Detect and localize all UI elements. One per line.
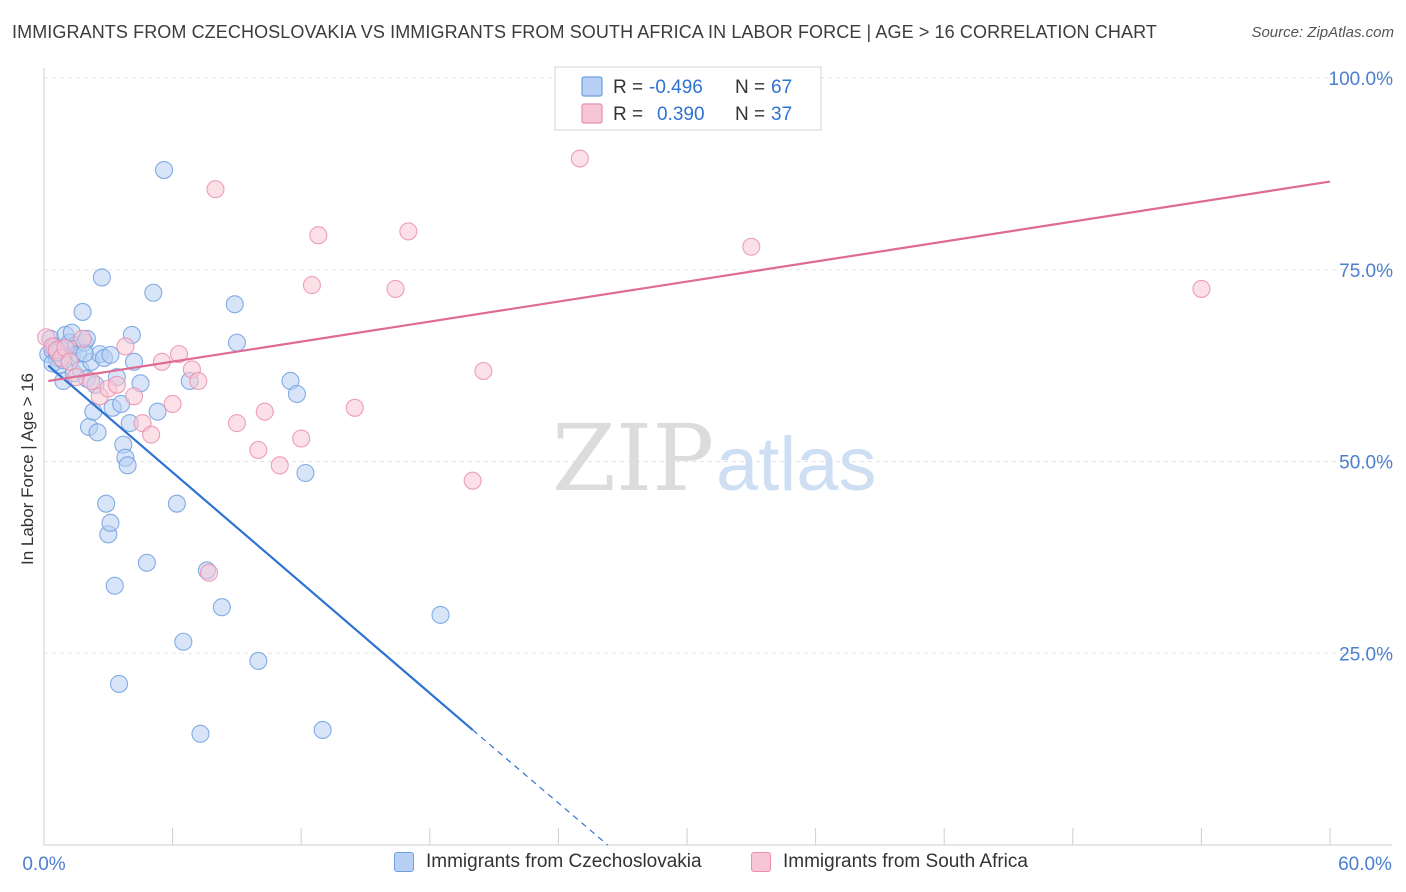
source-label: Source: ZipAtlas.com <box>1251 24 1394 41</box>
czechoslovakia-point-47 <box>174 632 193 651</box>
legend-r-value-2: 0.390 <box>657 104 705 125</box>
legend-swatch-czechoslovakia <box>394 852 414 872</box>
czechoslovakia-point-58 <box>313 720 332 740</box>
legend-label-south-africa: Immigrants from South Africa <box>783 851 1028 872</box>
czechoslovakia-point-37 <box>118 456 137 475</box>
legend-r-label-2: R = <box>613 104 643 125</box>
czechoslovakia-point-52 <box>225 295 244 314</box>
south-africa-point-8 <box>82 371 101 391</box>
legend-r-label-1: R = <box>613 77 643 98</box>
south-africa-point-23 <box>227 414 246 433</box>
czechoslovakia-point-29 <box>101 513 120 532</box>
south-africa-point-29 <box>309 226 328 245</box>
watermark: ZIP atlas <box>552 405 877 512</box>
czechoslovakia-point-46 <box>167 494 186 513</box>
south-africa-point-15 <box>142 425 161 444</box>
south-africa-point-25 <box>255 402 274 421</box>
czechoslovakia-point-23 <box>88 423 107 442</box>
south-africa-point-28 <box>302 276 321 295</box>
czechoslovakia-point-45 <box>154 160 174 180</box>
czechoslovakia-point-27 <box>97 494 116 513</box>
legend-item-south-africa: Immigrants from South Africa <box>751 851 1028 873</box>
czechoslovakia-point-42 <box>137 553 156 572</box>
south-africa-point-7 <box>73 329 92 348</box>
legend-n-label-1: N = <box>735 77 765 98</box>
legend-n-value-2: 37 <box>771 104 792 125</box>
y-tick-label-0: 25.0% <box>1339 644 1393 665</box>
legend-n-value-1: 67 <box>771 77 792 98</box>
legend-label-czechoslovakia: Immigrants from Czechoslovakia <box>426 851 702 872</box>
legend-swatch-south-africa <box>751 852 771 872</box>
south-africa-point-38 <box>1192 279 1211 298</box>
czechoslovakia-point-66 <box>101 345 120 364</box>
south-africa-point-26 <box>270 456 289 475</box>
y-tick-label-2: 75.0% <box>1339 261 1393 282</box>
south-africa-point-22 <box>206 180 225 199</box>
grid-lines <box>44 77 1392 654</box>
czechoslovakia-point-49 <box>191 724 210 743</box>
south-africa-point-17 <box>163 394 182 414</box>
south-africa-point-33 <box>463 471 482 490</box>
czechoslovakia-point-54 <box>249 651 268 670</box>
tick-labels: 25.0% 50.0% 75.0% 100.0% 0.0% 60.0% <box>22 69 1393 875</box>
czechoslovakia-point-25 <box>92 268 111 287</box>
legend-bottom: Immigrants from Czechoslovakia Immigrant… <box>0 851 1406 879</box>
czechoslovakia-trend-line <box>47 364 474 731</box>
south-africa-point-18 <box>169 345 189 364</box>
watermark-atlas: atlas <box>716 422 877 507</box>
czechoslovakia-point-57 <box>296 463 315 483</box>
south-africa-point-34 <box>474 361 493 381</box>
south-africa-point-24 <box>249 440 268 460</box>
south-africa-point-37 <box>742 237 761 256</box>
czechoslovakia-point-59 <box>431 605 450 624</box>
south-africa-point-27 <box>292 429 311 448</box>
y-tick-label-3: 100.0% <box>1329 69 1394 90</box>
czechoslovakia-point-16 <box>73 302 92 321</box>
south-africa-point-32 <box>399 222 418 241</box>
legend-swatch-blue <box>581 76 603 97</box>
south-africa-point-31 <box>386 279 405 298</box>
axes <box>43 68 1392 846</box>
legend-r-value-1: -0.496 <box>649 77 703 98</box>
data-points <box>37 103 1211 743</box>
y-axis-label: In Labor Force | Age > 16 <box>18 372 37 565</box>
czechoslovakia-point-44 <box>148 402 167 421</box>
south-africa-point-20 <box>189 371 208 391</box>
legend-top: R = -0.496 N = 67 R = 0.390 N = 37 <box>554 66 822 131</box>
south-africa-point-13 <box>124 387 144 406</box>
south-africa-point-30 <box>345 398 364 417</box>
south-africa-point-21 <box>199 563 219 582</box>
czechoslovakia-trend-extension <box>472 729 609 846</box>
south-africa-point-5 <box>60 352 79 371</box>
czechoslovakia-point-31 <box>105 576 124 595</box>
y-tick-label-1: 50.0% <box>1339 453 1393 474</box>
south-africa-trend-line <box>48 180 1331 383</box>
chart-title: IMMIGRANTS FROM CZECHOSLOVAKIA VS IMMIGR… <box>12 22 1157 42</box>
czechoslovakia-point-53 <box>227 333 246 352</box>
czechoslovakia-point-56 <box>287 384 306 404</box>
x-tick-label-0: 0.0% <box>22 854 65 875</box>
legend-n-label-2: N = <box>735 104 765 125</box>
watermark-zip: ZIP <box>552 405 714 512</box>
czechoslovakia-point-51 <box>212 598 231 617</box>
legend-swatch-pink <box>581 103 603 124</box>
south-africa-point-12 <box>116 337 135 356</box>
x-tick-label-1: 60.0% <box>1338 854 1392 875</box>
south-africa-point-11 <box>107 375 126 394</box>
czechoslovakia-point-43 <box>144 283 163 302</box>
czechoslovakia-point-33 <box>109 674 129 693</box>
legend-item-czechoslovakia: Immigrants from Czechoslovakia <box>394 851 702 873</box>
south-africa-point-35 <box>570 149 589 168</box>
trend-lines <box>47 180 1331 846</box>
